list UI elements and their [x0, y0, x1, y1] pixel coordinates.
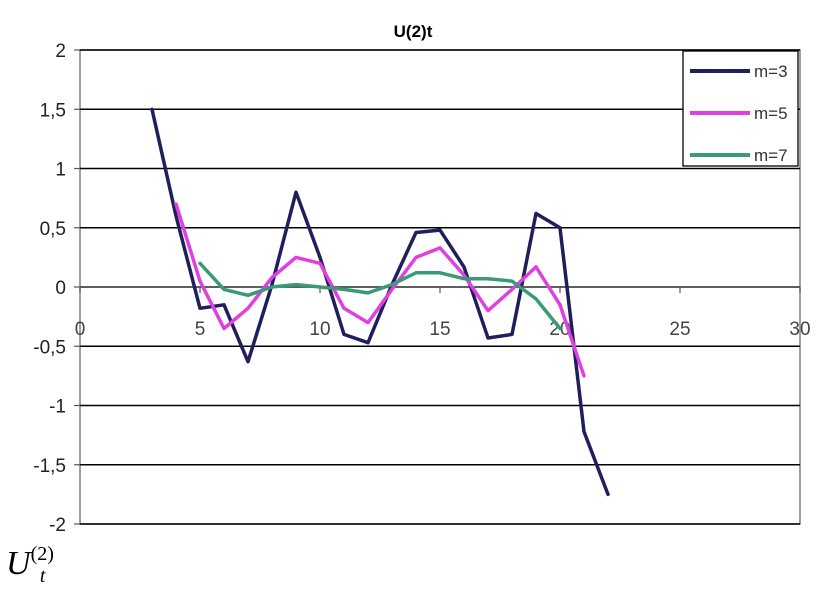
y-tick-label: 2	[55, 41, 66, 62]
y-tick-label: 0,5	[40, 219, 66, 240]
chart-title: U(2)t	[394, 22, 433, 41]
series-line-m-7	[198, 261, 562, 331]
legend-label: m=5	[754, 104, 788, 123]
y-tick-label: -1,5	[33, 456, 66, 477]
legend: m=3 m=5 m=7	[682, 50, 799, 167]
y-axis-tick-labels: 2 1,5 1 0,5 0 -0,5 -1 -1,5 -2	[33, 41, 66, 536]
x-tick-label: 10	[309, 319, 330, 340]
series-line-m-3	[150, 107, 610, 497]
legend-label: m=3	[754, 62, 788, 81]
y-tick-label: -1	[49, 397, 66, 418]
y-tick-label: -2	[49, 515, 66, 536]
legend-label: m=7	[754, 146, 788, 165]
y-tick-label: 1,5	[40, 100, 66, 121]
caption-subscript: t	[39, 565, 46, 587]
series-lines	[150, 107, 610, 497]
x-tick-label: 0	[75, 319, 86, 340]
x-tick-label: 15	[429, 319, 450, 340]
x-tick-label: 30	[789, 319, 810, 340]
caption-formula: U(2)t	[6, 544, 54, 587]
y-tick-label: 0	[55, 278, 66, 299]
caption-base: U	[6, 545, 31, 582]
x-tick-label: 25	[669, 319, 690, 340]
y-tick-label: 1	[55, 160, 66, 181]
x-tick-label: 5	[195, 319, 206, 340]
y-tick-label: -0,5	[33, 337, 66, 358]
caption-superscript: (2)	[30, 543, 54, 565]
